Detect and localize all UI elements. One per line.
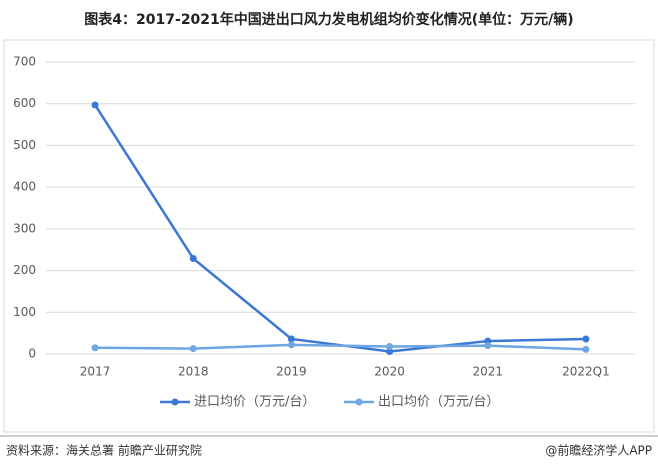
x-tick-label: 2021 bbox=[472, 365, 503, 379]
y-tick-label: 600 bbox=[13, 96, 36, 110]
legend-label: 出口均价（万元/台） bbox=[378, 395, 499, 410]
source: 资料来源：海关总署 前瞻产业研究院 bbox=[6, 443, 202, 458]
point bbox=[582, 335, 590, 343]
point bbox=[189, 345, 197, 353]
y-tick-label: 0 bbox=[28, 347, 36, 361]
point bbox=[386, 342, 394, 350]
x-tick-label: 2019 bbox=[276, 365, 307, 379]
legend-marker bbox=[355, 398, 363, 406]
point bbox=[287, 335, 295, 343]
y-tick-label: 300 bbox=[13, 221, 36, 235]
series-line bbox=[95, 343, 586, 351]
credit: @前瞻经济学人APP bbox=[545, 443, 652, 458]
point bbox=[386, 347, 394, 355]
y-tick-label: 400 bbox=[13, 180, 36, 194]
x-tick-label: 2020 bbox=[374, 365, 405, 379]
point bbox=[484, 342, 492, 350]
y-tick-label: 700 bbox=[13, 55, 36, 69]
point bbox=[189, 254, 197, 262]
x-tick-label: 2022Q1 bbox=[562, 365, 610, 379]
point bbox=[287, 341, 295, 349]
legend-marker bbox=[171, 398, 179, 406]
point bbox=[582, 345, 590, 353]
series-line bbox=[94, 104, 586, 353]
x-tick-label: 2017 bbox=[80, 365, 111, 379]
chart-frame bbox=[3, 39, 655, 433]
point bbox=[91, 101, 99, 109]
y-tick-label: 100 bbox=[13, 305, 36, 319]
x-tick-label: 2018 bbox=[178, 365, 209, 379]
chart-title: 图表4：2017-2021年中国进出口风力发电机组均价变化情况(单位：万元/辆) bbox=[84, 11, 573, 28]
y-tick-label: 200 bbox=[13, 263, 36, 277]
point bbox=[91, 344, 99, 352]
y-tick-label: 500 bbox=[13, 138, 36, 152]
legend-label: 进口均价（万元/台） bbox=[194, 395, 315, 410]
